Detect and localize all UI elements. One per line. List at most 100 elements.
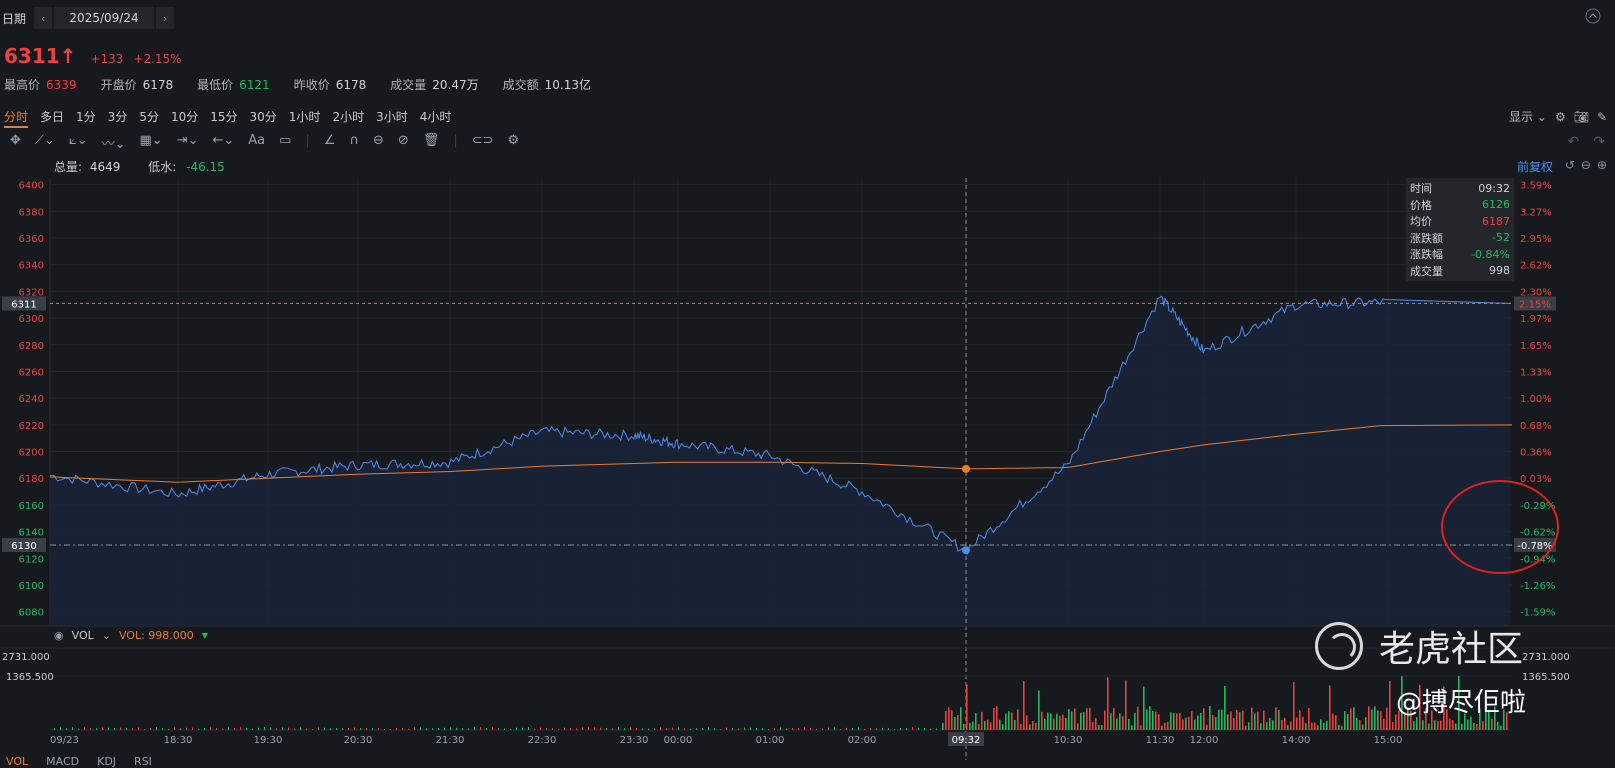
volume-bar xyxy=(1266,722,1268,730)
volume-bar xyxy=(1128,718,1130,730)
y-tick-label: 6380 xyxy=(19,207,44,218)
period-tab[interactable]: 5分 xyxy=(139,110,159,124)
period-tab[interactable]: 1小时 xyxy=(288,110,321,124)
link-icon[interactable]: ⊂⊃ xyxy=(471,133,494,148)
volume-bar xyxy=(522,727,523,730)
comment-icon[interactable]: ▭ xyxy=(279,133,292,148)
period-tab[interactable]: 分时 xyxy=(4,110,29,124)
volume-bar xyxy=(1197,715,1199,730)
indicator-tab[interactable]: VOL xyxy=(6,755,29,768)
period-tab[interactable]: 15分 xyxy=(210,110,238,124)
volume-bar xyxy=(1257,711,1259,730)
volume-bar xyxy=(312,728,313,730)
volume-bar xyxy=(1158,714,1160,730)
display-menu[interactable]: 显示 ⌄ xyxy=(1509,110,1547,124)
eye-icon[interactable]: ◉ xyxy=(54,629,64,642)
indicator-tab[interactable]: MACD xyxy=(46,755,80,768)
date-picker[interactable]: 2025/09/24 xyxy=(54,7,155,29)
volume-bar xyxy=(1395,714,1397,730)
volume-bar xyxy=(1296,717,1298,730)
period-tab[interactable]: 3小时 xyxy=(376,110,408,124)
period-tab[interactable]: 2小时 xyxy=(332,110,365,124)
period-tab[interactable]: 4小时 xyxy=(419,110,452,124)
volume-bar xyxy=(1476,723,1478,730)
settings-icon[interactable]: ⚙ xyxy=(1554,109,1566,124)
indicator-tab[interactable]: RSI xyxy=(134,755,152,768)
x-tick-label: 14:00 xyxy=(1282,735,1311,746)
volume-bar xyxy=(1392,722,1394,730)
tooltip-row: 时间 09:32 xyxy=(1410,180,1510,197)
volume-bar xyxy=(1005,713,1007,730)
adjust-mode-button[interactable]: 前复权 xyxy=(1516,160,1553,174)
hide-drawing-icon[interactable]: ⊘ xyxy=(397,133,409,148)
wave-tool-icon[interactable]: 〰⌄ xyxy=(101,137,126,152)
period-tab[interactable]: 3分 xyxy=(107,110,128,124)
volume-bar xyxy=(138,727,139,730)
period-tab[interactable]: 1分 xyxy=(76,110,96,124)
volume-bar xyxy=(1434,720,1436,730)
volume-bar xyxy=(1143,686,1145,730)
edit-icon[interactable]: ✎ xyxy=(1596,109,1607,124)
volume-bar xyxy=(462,728,463,730)
volume-bar xyxy=(378,728,379,730)
volume-bar xyxy=(372,728,373,730)
pattern-tool-icon[interactable]: ▦⌄ xyxy=(139,133,163,148)
volume-bar xyxy=(288,727,289,730)
volume-bar xyxy=(516,727,517,730)
stats-row: 最高价 6339 开盘价 6178 最低价 6121 昨收价 6178 成交量 20.47万 成交额… xyxy=(4,76,615,93)
ruler-icon[interactable]: ∠ xyxy=(323,133,336,148)
volume-bar xyxy=(54,728,55,730)
stat-value: 20.47万 xyxy=(432,78,479,92)
volume-bar xyxy=(648,728,649,730)
period-tab[interactable]: 30分 xyxy=(249,110,277,124)
volume-bar xyxy=(192,727,193,730)
measure-tool-icon[interactable]: ⇥⌄ xyxy=(176,133,199,148)
volume-bar xyxy=(588,727,589,730)
undo-icon[interactable]: ↶ xyxy=(1567,134,1580,150)
volume-bar xyxy=(1470,716,1472,730)
zoom-in-icon[interactable]: ⊕ xyxy=(1596,158,1607,172)
volume-bar xyxy=(1440,720,1442,730)
volume-bar xyxy=(900,727,901,730)
gear-icon[interactable]: ⚙ xyxy=(507,133,520,148)
volume-bar xyxy=(384,728,385,730)
volume-bar xyxy=(1167,721,1169,730)
volume-bar xyxy=(876,728,877,730)
fib-tool-icon[interactable]: ⟀⌄ xyxy=(68,133,88,148)
zoom-out-icon[interactable]: ⊖ xyxy=(1580,158,1591,172)
chevron-down-icon[interactable]: ⌄ xyxy=(101,629,111,642)
price-row: 6311 ↑ +133 +2.15% xyxy=(4,44,182,68)
volume-bar xyxy=(1335,715,1337,730)
collapse-button[interactable] xyxy=(1585,8,1601,27)
volume-bar xyxy=(276,728,277,730)
lock-drawing-icon[interactable]: ⊖ xyxy=(373,133,384,148)
volume-bar xyxy=(294,728,295,730)
volume-bar xyxy=(696,728,697,730)
price-area xyxy=(50,296,1510,625)
triangle-down-icon: ▼ xyxy=(201,631,208,640)
volume-bar xyxy=(594,727,595,730)
text-tool-icon[interactable]: Aa xyxy=(248,133,266,148)
tooltip-value: -52 xyxy=(1492,231,1510,245)
line-tool-icon[interactable]: ⟋⌄ xyxy=(34,133,55,148)
volume-bar xyxy=(1068,709,1070,730)
volume-bar xyxy=(870,728,871,730)
up-arrow-icon: ↑ xyxy=(59,44,77,68)
volume-bar xyxy=(1020,724,1022,730)
period-tab[interactable]: 多日 xyxy=(40,110,65,124)
volume-bar xyxy=(732,728,733,730)
y-pct-label: 2.95% xyxy=(1520,234,1552,245)
prev-date-button[interactable]: ‹ xyxy=(34,7,53,29)
indicator-tab[interactable]: KDJ xyxy=(97,755,117,768)
camera-icon[interactable]: 📷︎ xyxy=(1573,109,1589,124)
magnet-icon[interactable]: ∩ xyxy=(349,133,359,148)
redo-icon[interactable]: ↷ xyxy=(1593,134,1605,150)
move-icon[interactable]: ✥ xyxy=(10,133,21,148)
reset-icon[interactable]: ↺ xyxy=(1564,158,1575,172)
volume-bar xyxy=(408,728,409,730)
arrow-tool-icon[interactable]: ←⌄ xyxy=(212,133,235,148)
next-date-button[interactable]: › xyxy=(156,7,175,29)
delete-icon[interactable]: 🗑︎ xyxy=(422,133,440,148)
period-tab[interactable]: 10分 xyxy=(170,110,199,124)
